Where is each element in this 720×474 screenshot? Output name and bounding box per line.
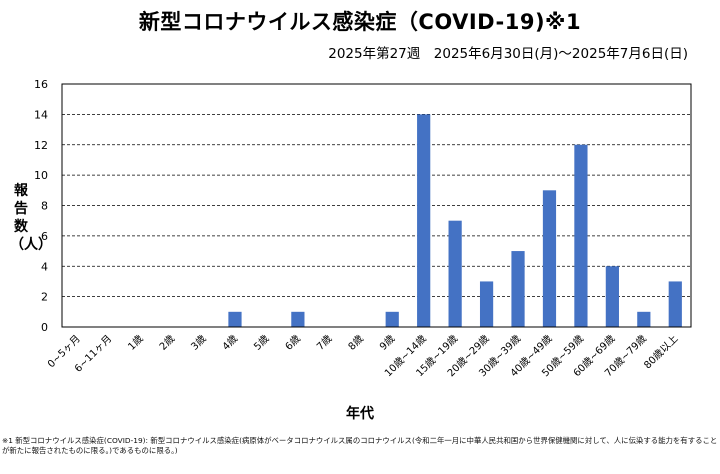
- y-tick-label: 12: [34, 139, 48, 152]
- x-tick-label: 8歳: [346, 333, 366, 353]
- chart-subtitle: 2025年第27週 2025年6月30日(月)～2025年7月6日(日): [328, 46, 688, 62]
- bar: [542, 190, 557, 327]
- x-tick-label: 80歳以上: [642, 333, 681, 372]
- bar: [668, 281, 682, 327]
- bars: [228, 114, 682, 327]
- y-tick-label: 0: [41, 321, 48, 334]
- grid-lines: [62, 113, 691, 298]
- bar: [479, 281, 494, 327]
- bar: [605, 266, 619, 327]
- bar: [417, 114, 431, 327]
- x-tick-label: 2歳: [157, 333, 177, 353]
- x-axis-label: 年代: [346, 406, 374, 422]
- y-tick-label: 4: [41, 260, 48, 273]
- footnote: ※1 新型コロナウイルス感染症(COVID-19): 新型コロナウイルス感染症(…: [2, 436, 718, 455]
- x-tick-label: 1歳: [126, 333, 146, 353]
- x-tick-label: 9歳: [377, 333, 397, 353]
- x-tick-label: 6歳: [283, 333, 303, 353]
- bar: [448, 220, 462, 327]
- bar: [511, 251, 525, 327]
- axes: [61, 83, 692, 328]
- x-tick-label: 4歳: [220, 333, 240, 353]
- plot-frame: [61, 83, 692, 328]
- chart-title: 新型コロナウイルス感染症（COVID-19)※1: [138, 10, 582, 34]
- bar: [291, 311, 305, 327]
- bar: [228, 311, 242, 327]
- y-tick-labels: 0 2 4 6 8 10 12 14 16: [34, 78, 48, 334]
- y-tick-label: 8: [41, 200, 48, 213]
- y-tick-label: 6: [41, 230, 48, 243]
- x-tick-label: 5歳: [251, 333, 271, 353]
- y-tick-label: 16: [34, 78, 48, 91]
- bar: [574, 144, 588, 327]
- y-tick-label: 14: [34, 108, 48, 121]
- bar: [385, 311, 399, 327]
- x-tick-label: 7歳: [314, 333, 334, 353]
- bar: [637, 311, 651, 327]
- y-tick-label: 10: [34, 169, 48, 182]
- y-tick-label: 2: [41, 291, 48, 304]
- x-tick-label: 3歳: [189, 333, 209, 353]
